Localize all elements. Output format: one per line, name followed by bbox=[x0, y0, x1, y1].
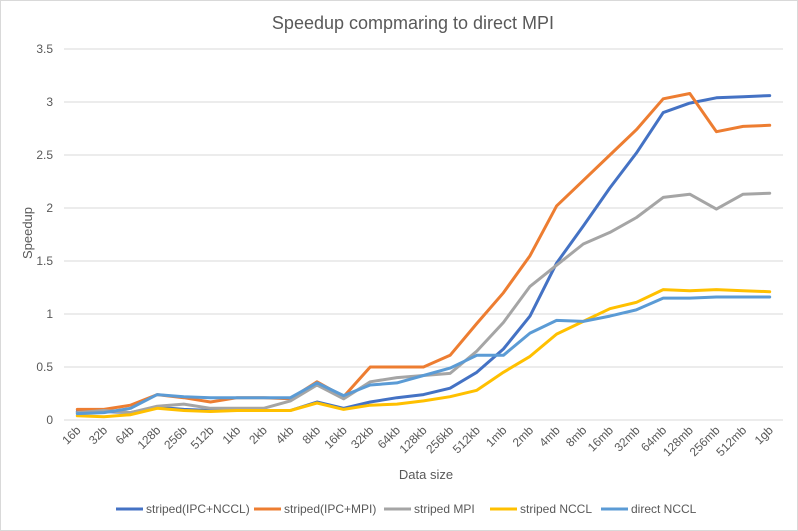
y-tick-label: 0 bbox=[46, 413, 53, 427]
y-tick-label: 1 bbox=[46, 307, 53, 321]
legend-label: striped NCCL bbox=[520, 502, 592, 516]
y-tick-label: 2 bbox=[46, 201, 53, 215]
x-tick-label: 16b bbox=[59, 423, 83, 447]
y-tick-label: 3 bbox=[46, 95, 53, 109]
series-line bbox=[75, 288, 772, 419]
x-tick-label: 1kb bbox=[220, 423, 244, 447]
y-tick-label: 3.5 bbox=[36, 42, 53, 56]
x-tick-label: 128kb bbox=[397, 423, 430, 456]
x-tick-label: 2kb bbox=[246, 423, 270, 447]
x-tick-label: 1mb bbox=[483, 423, 510, 450]
x-tick-label: 8kb bbox=[300, 423, 324, 447]
x-tick-label: 16kb bbox=[321, 423, 350, 452]
x-tick-label: 32kb bbox=[348, 423, 377, 452]
y-tick-label: 1.5 bbox=[36, 254, 53, 268]
legend-label: striped MPI bbox=[414, 502, 475, 516]
series-lines bbox=[75, 92, 772, 419]
legend: striped(IPC+NCCL) striped(IPC+MPI) striped… bbox=[116, 502, 697, 516]
series-line bbox=[75, 191, 772, 415]
series-line bbox=[75, 94, 772, 415]
x-tick-label: 128b bbox=[135, 423, 164, 452]
x-tick-label: 1gb bbox=[752, 423, 776, 447]
x-axis-title: Data size bbox=[399, 467, 453, 482]
chart-title: Speedup compmaring to direct MPI bbox=[272, 13, 554, 33]
x-tick-label: 4kb bbox=[273, 423, 297, 447]
y-tick-label: 0.5 bbox=[36, 360, 53, 374]
y-tick-label: 2.5 bbox=[36, 148, 53, 162]
x-tick-label: 512kb bbox=[450, 423, 483, 456]
y-axis-title: Speedup bbox=[20, 207, 35, 259]
x-tick-label: 256kb bbox=[423, 423, 456, 456]
x-tick-label: 256b bbox=[161, 423, 190, 452]
legend-label: striped(IPC+MPI) bbox=[284, 502, 376, 516]
series-line bbox=[75, 295, 772, 416]
x-tick-label: 4mb bbox=[536, 423, 563, 450]
x-tick-label: 32b bbox=[86, 423, 110, 447]
x-tick-label: 16mb bbox=[585, 423, 616, 454]
x-tick-label: 2mb bbox=[510, 423, 537, 450]
x-tick-label: 64b bbox=[113, 423, 137, 447]
legend-label: striped(IPC+NCCL) bbox=[146, 502, 250, 516]
series-line bbox=[75, 92, 772, 411]
x-tick-label: 32mb bbox=[612, 423, 643, 454]
legend-label: direct NCCL bbox=[631, 502, 697, 516]
x-tick-label: 512mb bbox=[713, 423, 749, 459]
x-tick-label: 512b bbox=[188, 423, 217, 452]
y-axis-ticks: 0 0.5 1 1.5 2 2.5 3 3.5 bbox=[36, 42, 53, 427]
gridlines bbox=[64, 48, 783, 421]
